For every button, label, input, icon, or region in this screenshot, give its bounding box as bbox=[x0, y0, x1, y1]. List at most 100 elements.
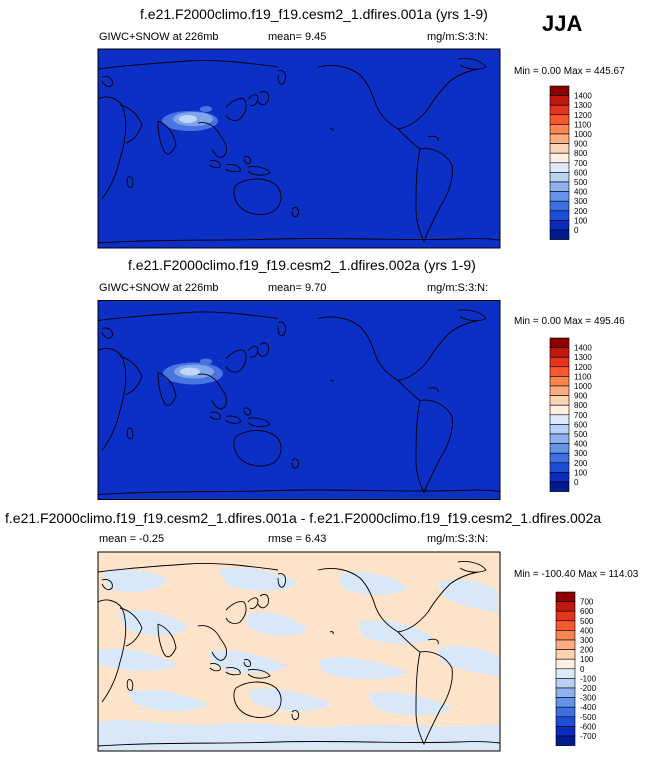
colorbar-tick-label: 200 bbox=[580, 646, 594, 655]
colorbar-box bbox=[555, 735, 576, 746]
colorbar-tick-label: 700 bbox=[574, 411, 588, 420]
panel-1-units: mg/m:S:3:N: bbox=[427, 31, 489, 43]
colorbar-box bbox=[555, 716, 576, 727]
panel-3-negative-patches bbox=[98, 552, 500, 751]
panel-1-variable: GIWC+SNOW at 226mb bbox=[99, 31, 219, 43]
colorbar-box bbox=[549, 229, 570, 240]
coastline bbox=[225, 601, 247, 625]
colorbar-box bbox=[549, 424, 570, 435]
coastline bbox=[415, 148, 453, 243]
colorbar-box bbox=[555, 687, 576, 698]
colorbar-tick-label: 600 bbox=[574, 420, 588, 429]
colorbar-tick-label: 900 bbox=[574, 392, 588, 401]
colorbar-tick-label: 100 bbox=[580, 655, 594, 664]
coastline bbox=[209, 160, 221, 169]
colorbar-box bbox=[549, 385, 570, 396]
coastline bbox=[457, 309, 487, 322]
coastline bbox=[97, 489, 501, 495]
colorbar-box bbox=[549, 414, 570, 425]
colorbar-box bbox=[555, 620, 576, 631]
panel-2-mean: mean= 9.70 bbox=[268, 282, 327, 294]
coastline bbox=[257, 593, 269, 609]
colorbar-tick-label: 600 bbox=[574, 168, 588, 177]
coastline bbox=[317, 316, 399, 381]
panel-2-variable: GIWC+SNOW at 226mb bbox=[99, 282, 219, 294]
coastline bbox=[329, 128, 334, 132]
colorbar-box bbox=[555, 668, 576, 679]
coastline bbox=[119, 104, 143, 144]
colorbar-box bbox=[555, 649, 576, 660]
panel-2-title: f.e21.F2000climo.f19_f19.cesm2_1.dfires.… bbox=[128, 257, 476, 273]
colorbar-box bbox=[549, 104, 570, 116]
coastline bbox=[397, 631, 421, 653]
coastline bbox=[329, 379, 334, 383]
colorbar-tick-label: 200 bbox=[574, 207, 588, 216]
colorbar-tick-label: 1400 bbox=[574, 344, 592, 353]
colorbar-box bbox=[549, 95, 570, 106]
coastline bbox=[119, 607, 143, 647]
panel-3-title: f.e21.F2000climo.f19_f19.cesm2_1.dfires.… bbox=[5, 510, 602, 526]
coastline bbox=[97, 740, 501, 747]
colorbar-box bbox=[549, 337, 570, 348]
coastline bbox=[397, 68, 479, 130]
coastline bbox=[209, 411, 221, 420]
panel-1-minmax: Min = 0.00 Max = 445.67 bbox=[514, 66, 625, 77]
colorbar-box bbox=[549, 191, 570, 202]
coastline bbox=[247, 345, 259, 358]
panel-3-map bbox=[97, 551, 501, 752]
colorbar-tick-label: 100 bbox=[574, 468, 588, 477]
colorbar-box bbox=[555, 601, 576, 612]
coastline bbox=[457, 561, 487, 573]
colorbar-box bbox=[549, 152, 570, 164]
panel-2-field bbox=[98, 300, 500, 500]
colorbar-tick-label: 1200 bbox=[574, 111, 592, 120]
coastline bbox=[277, 321, 287, 337]
coastline bbox=[233, 430, 282, 467]
colorbar-tick-label: -600 bbox=[580, 722, 597, 731]
coastline bbox=[243, 659, 251, 667]
colorbar-tick-label: 300 bbox=[574, 449, 588, 458]
colorbar-tick-label: 1300 bbox=[574, 101, 592, 110]
coastline bbox=[277, 573, 287, 588]
coastline bbox=[247, 166, 271, 176]
colorbar-tick-label: 500 bbox=[574, 178, 588, 187]
colorbar-box bbox=[549, 220, 570, 231]
coastline bbox=[397, 380, 421, 401]
colorbar-box bbox=[555, 630, 576, 641]
colorbar-tick-label: -100 bbox=[580, 674, 597, 683]
colorbar-box bbox=[549, 133, 570, 144]
coastline bbox=[329, 631, 334, 635]
colorbar-box bbox=[549, 143, 570, 154]
coastline bbox=[257, 90, 269, 106]
colorbar-tick-label: 0 bbox=[574, 478, 579, 487]
panel-1-field bbox=[98, 49, 500, 248]
panel-2-map bbox=[97, 300, 501, 500]
coastline bbox=[427, 387, 439, 393]
colorbar-tick-label: 300 bbox=[574, 197, 588, 206]
coastline bbox=[233, 178, 282, 215]
coastline bbox=[247, 417, 271, 428]
colorbar-tick-label: -400 bbox=[580, 703, 597, 712]
colorbar-box bbox=[555, 678, 576, 689]
colorbar-tick-label: 100 bbox=[574, 216, 588, 225]
colorbar-tick-label: 0 bbox=[580, 665, 585, 674]
colorbar-tick-label: -200 bbox=[580, 684, 597, 693]
coastline bbox=[225, 415, 241, 424]
coastline bbox=[427, 638, 439, 645]
colorbar-box bbox=[555, 591, 576, 602]
coastline bbox=[243, 156, 251, 164]
colorbar-tick-label: 0 bbox=[574, 226, 579, 235]
coastline bbox=[277, 70, 287, 85]
colorbar-tick-label: 800 bbox=[574, 149, 588, 158]
season-label: JJA bbox=[542, 11, 583, 36]
colorbar-tick-label: -300 bbox=[580, 694, 597, 703]
colorbar-tick-label: -500 bbox=[580, 713, 597, 722]
coastline bbox=[247, 94, 259, 106]
colorbar-box bbox=[549, 376, 570, 387]
colorbar-box bbox=[555, 706, 576, 718]
panel-3-units: mg/m:S:3:N: bbox=[427, 533, 489, 545]
colorbar-box bbox=[549, 114, 570, 125]
colorbar-tick-label: 900 bbox=[574, 140, 588, 149]
coastline bbox=[126, 427, 134, 440]
coastline bbox=[397, 128, 421, 150]
